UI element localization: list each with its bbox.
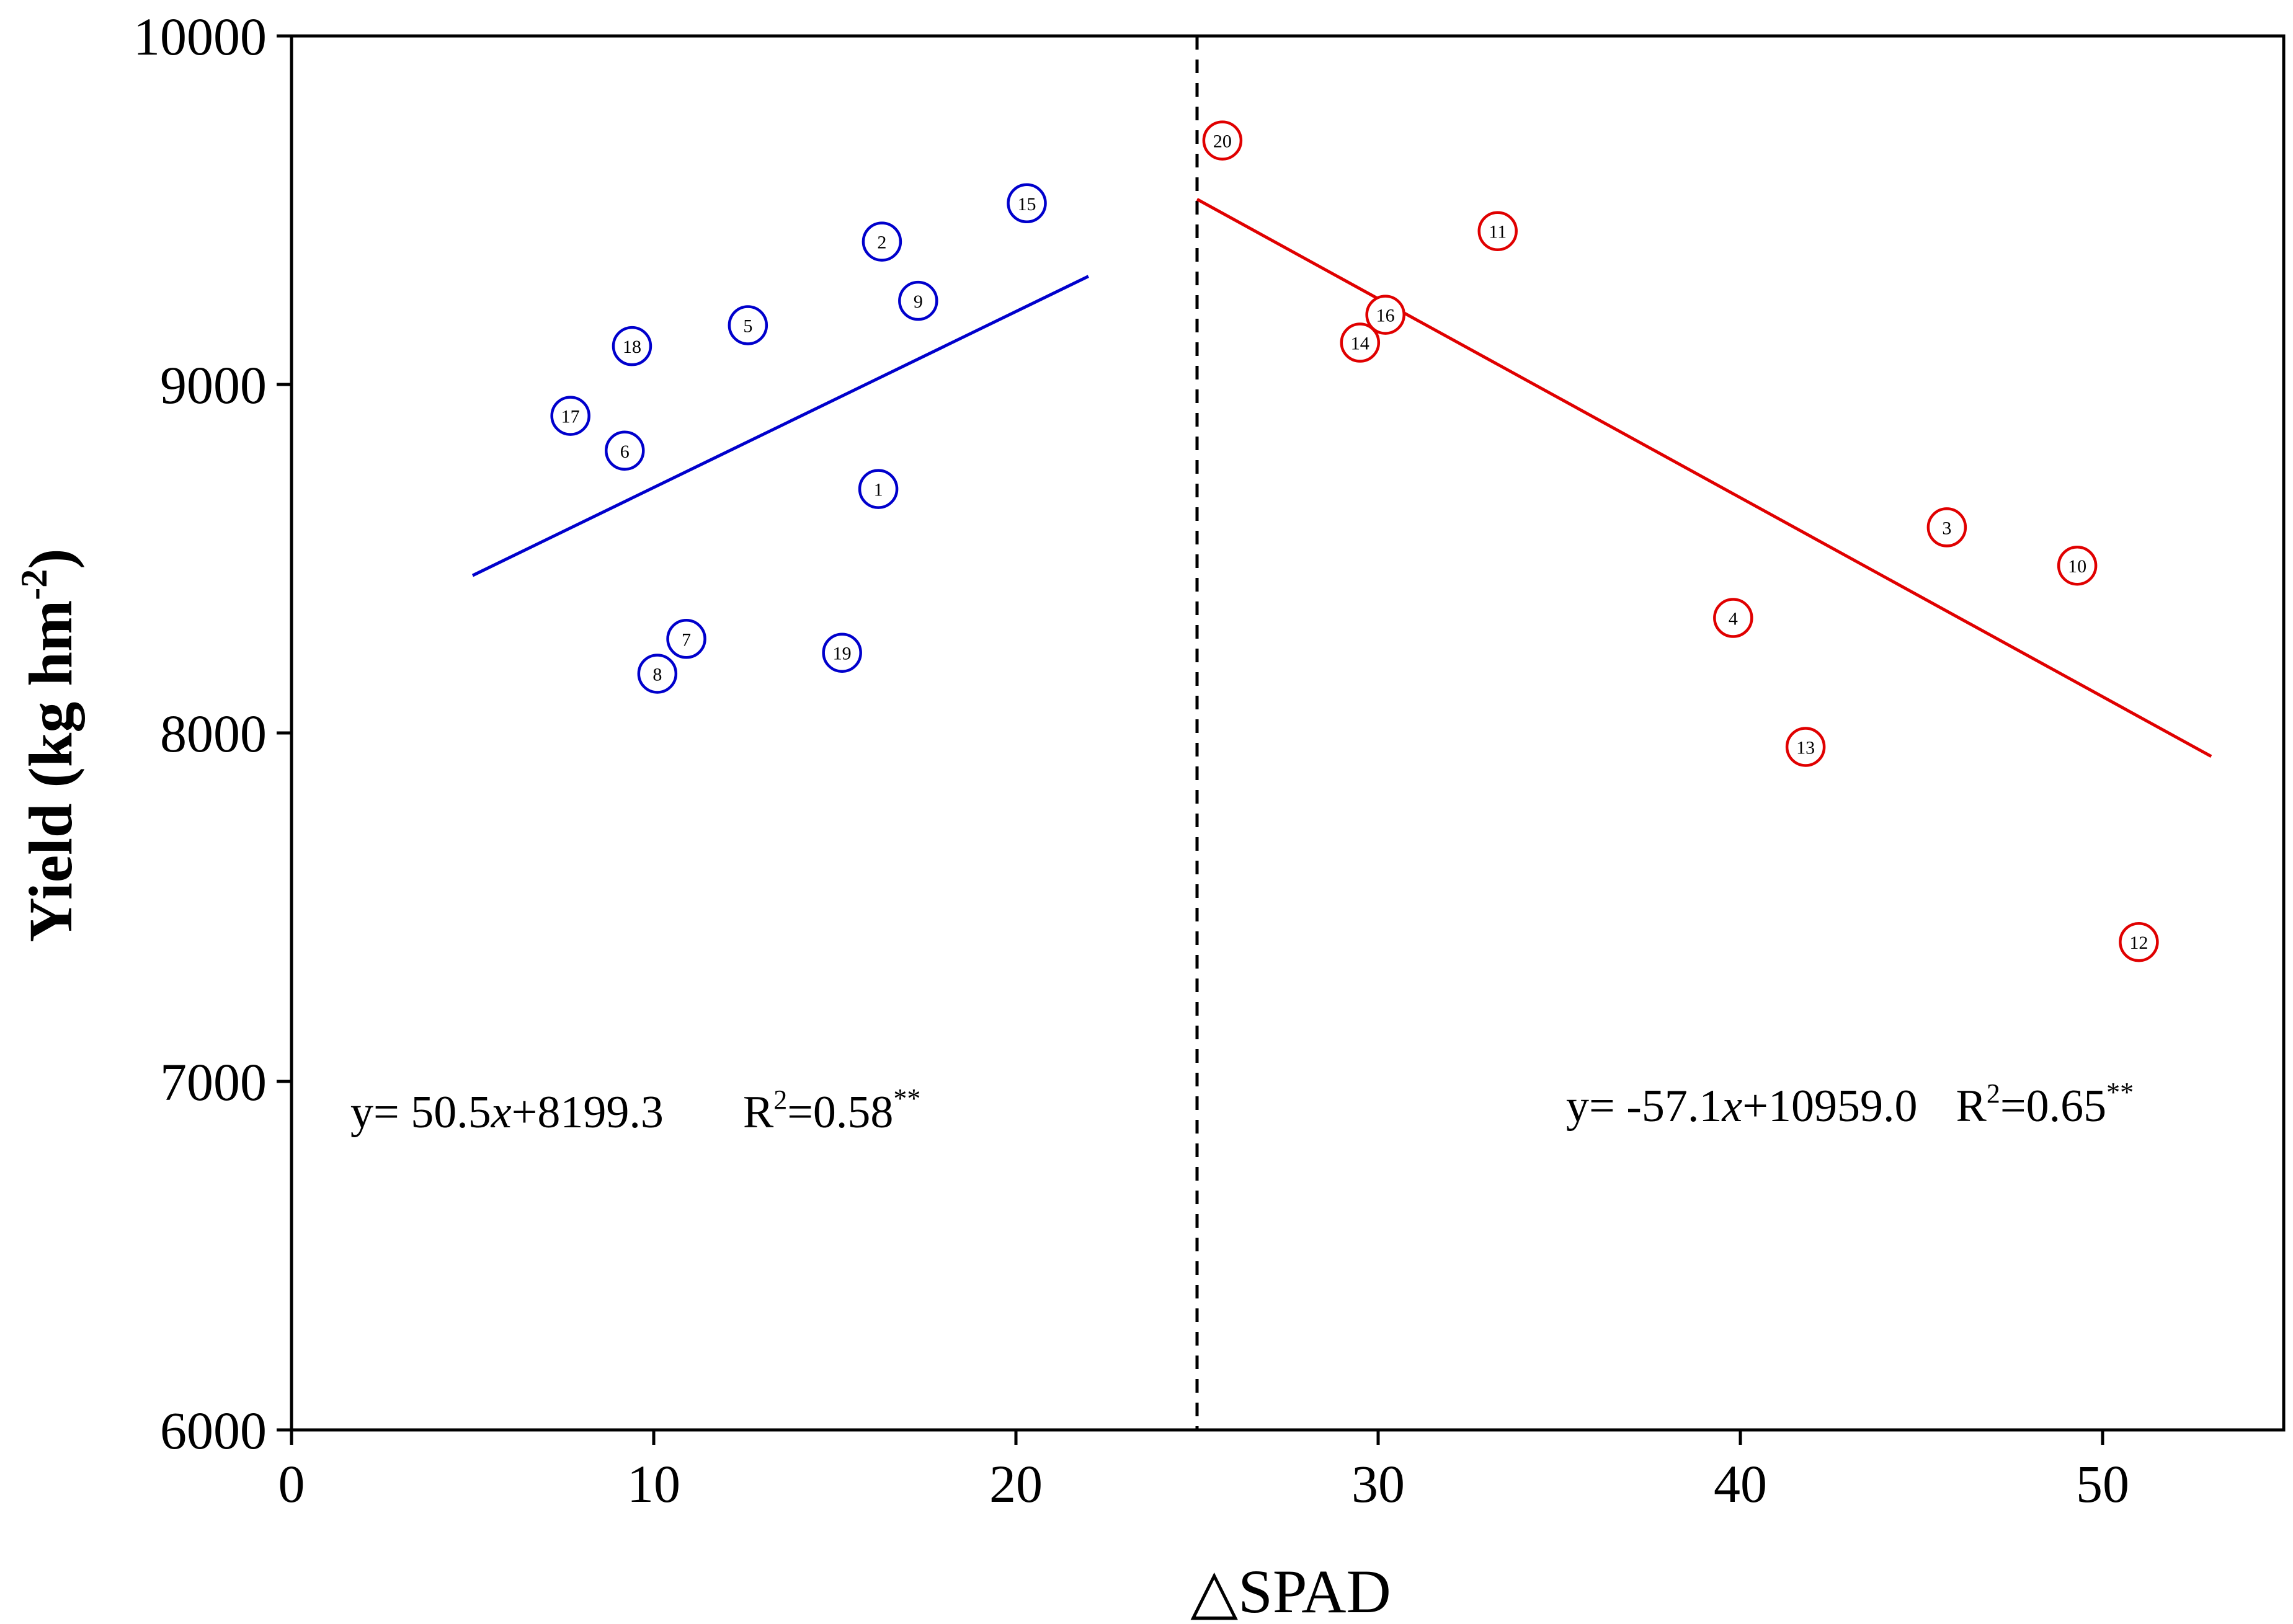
y-axis-title: Yield (kg hm-2)	[14, 548, 85, 942]
point-marker	[1477, 211, 1518, 251]
point-label: 9	[914, 291, 923, 312]
point-marker	[1202, 120, 1243, 161]
equation-lhs: y= -57.1	[1566, 1081, 1722, 1132]
chart-text: 0 10 20 30 40 50 6000 7000 8000 9000 10000 △SPAD Yie…	[14, 7, 2134, 1624]
right-data-point: 4	[1713, 598, 1753, 638]
left-data-point: 17	[550, 396, 590, 436]
right-data-point: 11	[1477, 211, 1518, 251]
right-data-point: 13	[1785, 727, 1826, 767]
point-label: 12	[2129, 933, 2148, 953]
y-axis-title-main: Yield (kg hm	[16, 600, 85, 943]
point-marker	[728, 305, 768, 345]
equation-variable: x	[1721, 1081, 1742, 1132]
y-axis-title-close: )	[16, 548, 85, 569]
right-data-point: 10	[2057, 545, 2098, 586]
r2-value: =0.65	[2000, 1081, 2106, 1132]
left-data-point: 9	[898, 280, 938, 321]
point-marker	[1340, 322, 1381, 363]
equation-rhs: +10959.0	[1742, 1081, 1917, 1132]
right-data-point: 3	[1926, 507, 1967, 548]
point-label: 8	[652, 664, 662, 685]
point-label: 14	[1351, 334, 1369, 354]
point-label: 15	[1018, 194, 1036, 215]
r2-label: R	[1956, 1081, 1987, 1132]
point-label: 5	[743, 316, 752, 336]
point-marker	[1785, 727, 1826, 767]
significance-marker: **	[893, 1083, 920, 1114]
left-data-point: 6	[605, 430, 645, 471]
y-tick-label: 10000	[133, 7, 267, 66]
equation-variable: x	[491, 1087, 512, 1138]
left-data-point: 2	[862, 221, 902, 262]
point-label: 1	[874, 480, 883, 500]
x-tick-label: 20	[989, 1454, 1043, 1514]
left-equation: y= 50.5x+8199.3 R2=0.58**	[350, 1083, 920, 1138]
equation-rhs: +8199.3	[512, 1087, 664, 1138]
point-marker	[1713, 598, 1753, 638]
point-label: 18	[623, 337, 641, 357]
point-marker	[858, 469, 899, 509]
left-data-point: 8	[637, 654, 678, 694]
y-tick-label: 8000	[160, 704, 267, 763]
right-data-point: 12	[2119, 921, 2159, 962]
r2-superscript: 2	[773, 1085, 787, 1115]
point-label: 13	[1796, 737, 1815, 758]
x-axis-title: △SPAD	[1190, 1557, 1391, 1624]
x-tick-label: 50	[2076, 1454, 2129, 1514]
right-equation: y= -57.1x+10959.0 R2=0.65**	[1566, 1077, 2134, 1132]
point-marker	[637, 654, 678, 694]
point-marker	[550, 396, 590, 436]
point-label: 7	[682, 629, 691, 650]
right-data-point: 20	[1202, 120, 1243, 161]
x-tick-label: 40	[1714, 1454, 1767, 1514]
right-data-point: 16	[1365, 295, 1405, 335]
y-tick-label: 9000	[160, 355, 267, 415]
point-label: 16	[1376, 306, 1395, 326]
y-tick-label: 7000	[160, 1052, 267, 1112]
r2-label: R	[743, 1087, 774, 1138]
point-marker	[612, 326, 652, 366]
y-tick-label: 6000	[160, 1401, 267, 1460]
left-data-point: 7	[666, 619, 706, 659]
point-marker	[1007, 183, 1047, 224]
point-label: 2	[877, 233, 886, 253]
point-label: 6	[620, 441, 630, 462]
point-label: 19	[833, 644, 852, 664]
point-marker	[822, 632, 862, 673]
point-label: 20	[1213, 131, 1232, 152]
equation-lhs: y= 50.5	[350, 1087, 491, 1138]
significance-marker: **	[2106, 1077, 2134, 1107]
point-marker	[898, 280, 938, 321]
x-tick-label: 10	[627, 1454, 680, 1514]
point-label: 10	[2068, 556, 2086, 577]
point-marker	[1365, 295, 1405, 335]
point-marker	[605, 430, 645, 471]
right-regression-line	[1196, 198, 2212, 758]
x-tick-label: 0	[278, 1454, 305, 1514]
point-marker	[666, 619, 706, 659]
point-label: 17	[561, 407, 580, 427]
left-data-point: 1	[858, 469, 899, 509]
point-marker	[1926, 507, 1967, 548]
y-axis-title-superscript: -2	[14, 569, 55, 600]
r2-value: =0.58	[787, 1087, 893, 1138]
point-marker	[862, 221, 902, 262]
point-label: 3	[1942, 518, 1951, 538]
point-marker	[2057, 545, 2098, 586]
point-label: 11	[1489, 222, 1507, 242]
left-data-point: 5	[728, 305, 768, 345]
left-data-point: 18	[612, 326, 652, 366]
plot-area	[277, 34, 2286, 1445]
left-data-point: 15	[1007, 183, 1047, 224]
x-tick-label: 30	[1351, 1454, 1405, 1514]
point-label: 4	[1729, 609, 1738, 629]
point-marker	[2119, 921, 2159, 962]
left-data-point: 19	[822, 632, 862, 673]
right-data-point: 14	[1340, 322, 1381, 363]
left-regression-line	[471, 275, 1089, 577]
r2-superscript: 2	[1987, 1078, 2000, 1109]
